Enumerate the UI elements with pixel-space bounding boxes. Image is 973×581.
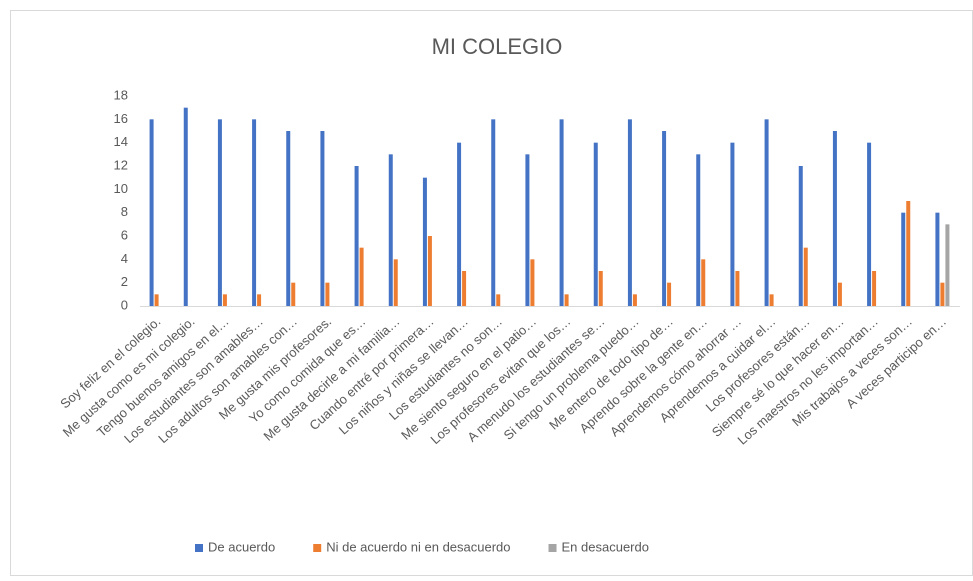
legend-swatch xyxy=(195,544,203,552)
bar xyxy=(598,271,603,306)
y-tick-label: 4 xyxy=(121,251,128,266)
bar xyxy=(462,271,467,306)
bar xyxy=(286,131,291,306)
bar xyxy=(393,259,398,306)
bar xyxy=(252,119,257,306)
legend-swatch xyxy=(548,544,557,552)
bar xyxy=(798,166,803,306)
bar xyxy=(769,294,774,306)
bar xyxy=(632,294,637,306)
bar xyxy=(832,131,837,306)
bar xyxy=(701,259,706,306)
y-tick-label: 6 xyxy=(121,227,128,242)
bar xyxy=(530,259,535,306)
y-tick-label: 18 xyxy=(114,87,128,102)
y-tick-label: 14 xyxy=(114,134,128,149)
bar xyxy=(291,282,296,306)
bar xyxy=(388,154,393,306)
bar xyxy=(491,119,496,306)
y-tick-label: 2 xyxy=(121,274,128,289)
legend-swatch xyxy=(313,544,322,552)
bar xyxy=(593,142,598,306)
bar xyxy=(320,131,325,306)
bar xyxy=(154,294,159,306)
legend-label: De acuerdo xyxy=(208,539,275,554)
bar xyxy=(803,247,808,306)
bar xyxy=(935,212,940,306)
bar xyxy=(945,224,950,306)
legend-label: Ni de acuerdo ni en desacuerdo xyxy=(326,539,510,554)
y-tick-label: 10 xyxy=(114,181,128,196)
bar xyxy=(359,247,364,306)
bar xyxy=(906,201,911,306)
bar xyxy=(627,119,632,306)
y-tick-label: 12 xyxy=(114,157,128,172)
bar xyxy=(422,177,427,306)
bar xyxy=(837,282,842,306)
bar xyxy=(872,271,877,306)
bar xyxy=(667,282,672,306)
chart-title: MI COLEGIO xyxy=(432,34,563,59)
legend-label: En desacuerdo xyxy=(562,539,649,554)
bar xyxy=(257,294,262,306)
bar xyxy=(457,142,462,306)
y-tick-label: 8 xyxy=(121,204,128,219)
bar xyxy=(940,282,945,306)
bar xyxy=(662,131,667,306)
bar xyxy=(735,271,740,306)
bar xyxy=(764,119,769,306)
bar xyxy=(901,212,906,306)
bar xyxy=(183,107,188,307)
bar xyxy=(222,294,227,306)
bar xyxy=(696,154,701,306)
bar xyxy=(559,119,564,306)
bar xyxy=(149,119,154,306)
bar xyxy=(730,142,735,306)
y-tick-label: 16 xyxy=(114,111,128,126)
bar xyxy=(525,154,530,306)
bar xyxy=(496,294,501,306)
bar xyxy=(354,166,359,306)
bar xyxy=(325,282,330,306)
y-tick-label: 0 xyxy=(121,297,128,312)
bar xyxy=(867,142,872,306)
bar xyxy=(564,294,569,306)
bar xyxy=(427,236,432,306)
bar xyxy=(217,119,222,306)
